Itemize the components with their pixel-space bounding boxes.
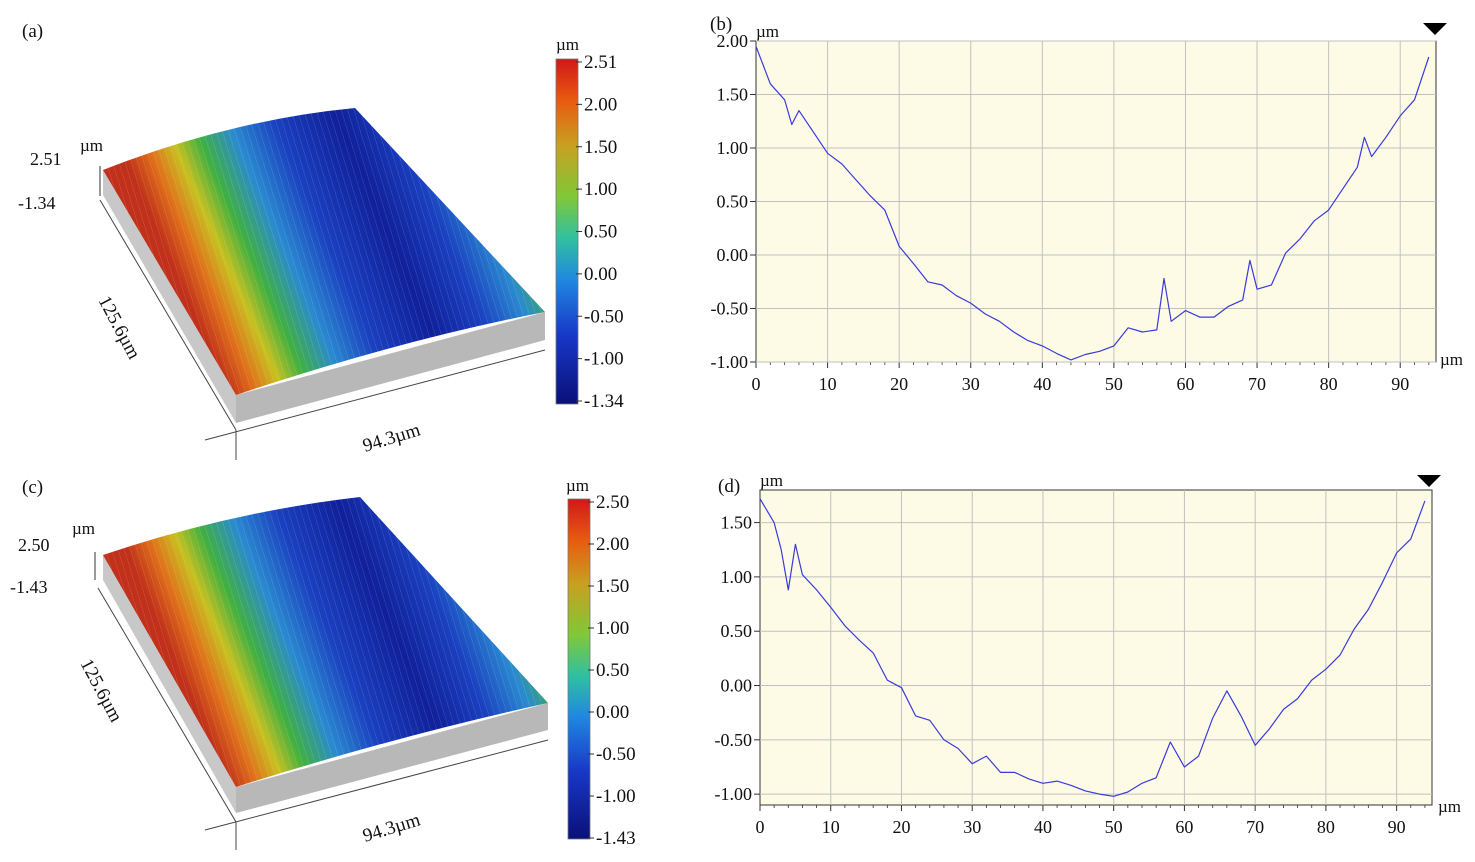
y-tick-label: 1.50 [721, 513, 753, 533]
y-tick-label: -0.50 [711, 299, 749, 319]
colorbar-tick-label: 1.00 [584, 179, 617, 200]
colorbar-tick-label: 2.50 [596, 492, 629, 513]
y-tick-label: 0.00 [717, 245, 749, 265]
panel-d-marker-icon [1417, 475, 1441, 487]
panel-a-colorbar-unit: µm [556, 35, 579, 54]
panel-c-z-min: -1.43 [10, 577, 48, 597]
x-tick-label: 40 [1034, 817, 1052, 837]
panel-c-surface-map: (c) µm 2.50 -1.43 125.6µm 94.3µm µm 2.50… [10, 476, 636, 850]
colorbar-tick-label: 2.51 [584, 52, 617, 73]
x-tick-label: 30 [963, 817, 981, 837]
x-tick-label: 60 [1175, 817, 1193, 837]
series-line [755, 46, 1430, 361]
panel-b-marker-icon [1423, 23, 1447, 35]
panel-c-colorbar-unit: µm [566, 476, 589, 495]
colorbar-tick-label: 2.00 [596, 534, 629, 555]
panel-c-front-wall [236, 703, 548, 813]
colorbar-tick-label: 0.00 [596, 702, 629, 723]
panel-c-z-unit: µm [72, 519, 95, 538]
panel-d-plot-area: 0 10 20 30 40 50 60 70 80 90 1.50 1.00 0.50 0.00 -0.50… [715, 489, 1433, 837]
x-tick-label: 90 [1391, 374, 1409, 394]
panel-b-label: (b) [710, 14, 732, 35]
colorbar-tick-label: -0.50 [584, 306, 624, 327]
x-tick-label: 20 [890, 374, 908, 394]
colorbar-tick-label: -1.43 [596, 828, 636, 849]
panel-a-colorbar [555, 58, 579, 405]
panel-a-z-max: 2.51 [30, 149, 62, 169]
colorbar-tick-label: 0.50 [584, 222, 617, 243]
x-tick-label: 10 [822, 817, 840, 837]
x-tick-label: 10 [819, 374, 837, 394]
panel-a-z-min: -1.34 [18, 193, 56, 213]
y-tick-label: -0.50 [715, 730, 753, 750]
panel-a-front-wall [236, 312, 545, 423]
panel-b-plot-area: 0 10 20 30 40 50 60 70 80 90 2.00 1.50 1.00 0.50 0.00 -… [711, 31, 1437, 394]
colorbar-tick-label: -1.00 [596, 786, 636, 807]
y-tick-label: 2.00 [717, 31, 749, 51]
panel-c-left-wall [103, 555, 236, 813]
panel-b-profile-chart: (b) µm µm 0 10 20 30 40 50 60 70 80 90 2.00 1.50 1.0… [710, 14, 1463, 394]
colorbar-tick-label: -0.50 [596, 744, 636, 765]
panel-a-label: (a) [22, 21, 43, 42]
x-tick-label: 0 [752, 374, 761, 394]
x-tick-label: 70 [1246, 817, 1264, 837]
colorbar-tick-label: 1.50 [596, 576, 629, 597]
x-tick-label: 70 [1248, 374, 1266, 394]
y-tick-label: 0.50 [717, 192, 749, 212]
panel-a-length-label: 125.6µm [94, 292, 145, 363]
y-tick-label: -1.00 [711, 352, 749, 372]
x-tick-label: 90 [1388, 817, 1406, 837]
colorbar-tick-label: 0.00 [584, 264, 617, 285]
panel-a-colorbar-ticks: 2.51 2.00 1.50 1.00 0.50 0.00 -0.50 -1.00 -1.34 [576, 52, 624, 412]
panel-c-width-label: 94.3µm [360, 809, 423, 846]
panel-c-colorbar-ticks: 2.50 2.00 1.50 1.00 0.50 0.00 -0.50 -1.00 -1.43 [588, 492, 636, 849]
y-tick-label: 0.00 [721, 676, 753, 696]
panel-a-surface-map: (a) µm 2.51 -1.34 125.6µm 94.3µm µm 2.51… [18, 21, 624, 460]
y-tick-label: 1.00 [721, 567, 753, 587]
panel-b-y-unit: µm [756, 22, 779, 41]
y-tick-label: 1.50 [717, 85, 749, 105]
panel-d-profile-chart: (d) µm µm 0 10 20 30 40 50 60 70 80 90 1.50 1.00 0.5… [715, 471, 1462, 837]
colorbar-tick-label: 0.50 [596, 660, 629, 681]
panel-d-x-unit: µm [1438, 797, 1461, 816]
colorbar-tick-label: 1.00 [596, 618, 629, 639]
plot-background [759, 489, 1433, 806]
x-tick-label: 40 [1033, 374, 1051, 394]
colorbar-tick-label: -1.34 [584, 391, 624, 412]
panel-a-width-label: 94.3µm [360, 419, 423, 456]
colorbar-tick-label: -1.00 [584, 349, 624, 370]
colorbar-tick-label: 1.50 [584, 137, 617, 158]
x-tick-label: 80 [1317, 817, 1335, 837]
x-tick-label: 30 [962, 374, 980, 394]
panel-a-left-wall [103, 170, 236, 423]
x-tick-label: 0 [756, 817, 765, 837]
panel-a-z-unit: µm [80, 136, 103, 155]
series-line [759, 498, 1426, 797]
x-tick-label: 20 [892, 817, 910, 837]
panel-b-x-unit: µm [1440, 350, 1463, 369]
panel-c-colorbar [567, 498, 591, 840]
x-tick-label: 80 [1320, 374, 1338, 394]
y-tick-label: 0.50 [721, 621, 753, 641]
x-tick-label: 50 [1105, 817, 1123, 837]
colorbar-tick-label: 2.00 [584, 94, 617, 115]
y-tick-label: -1.00 [715, 784, 753, 804]
panel-c-length-label: 125.6µm [76, 655, 127, 726]
y-tick-label: 1.00 [717, 138, 749, 158]
panel-d-y-unit: µm [760, 471, 783, 490]
panel-c-z-max: 2.50 [18, 535, 50, 555]
x-tick-label: 60 [1176, 374, 1194, 394]
panel-c-label: (c) [22, 477, 43, 498]
x-tick-label: 50 [1105, 374, 1123, 394]
panel-d-label: (d) [718, 476, 740, 497]
